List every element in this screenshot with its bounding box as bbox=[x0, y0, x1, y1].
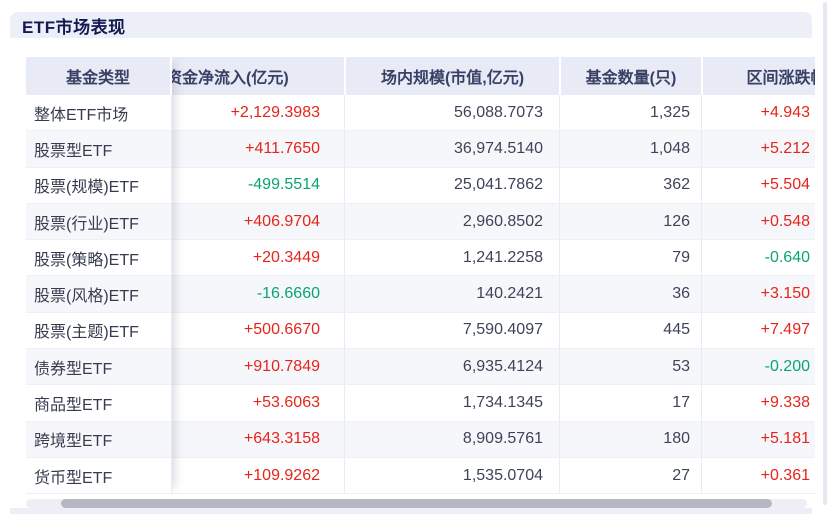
market-size-cell: 6,935.4124 bbox=[344, 349, 559, 385]
col-header-fund-count: 基金数量(只) bbox=[559, 57, 701, 95]
market-size-cell: 2,960.8502 bbox=[344, 203, 559, 240]
etf-market-card: ETF市场表现 资金净流入(亿元) 场内规模(市值,亿元) 基金数量(只) 区间… bbox=[10, 12, 815, 514]
fund-type-cell: 商品型ETF bbox=[26, 385, 172, 422]
fund-type-cell: 货币型ETF bbox=[26, 457, 172, 494]
range-change-cell: +3.150 bbox=[701, 276, 815, 312]
net-inflow-cell: +406.9704 bbox=[243, 212, 320, 230]
fund-type-cell: 股票(主题)ETF bbox=[26, 312, 172, 350]
net-inflow-cell: -16.6660 bbox=[256, 285, 320, 303]
fund-count-cell: 1,325 bbox=[559, 95, 701, 131]
market-size-cell: 36,974.5140 bbox=[344, 131, 559, 167]
range-change-cell: +4.943 bbox=[701, 95, 815, 131]
net-inflow-cell: +411.7650 bbox=[245, 139, 320, 157]
market-size-cell: 25,041.7862 bbox=[344, 167, 559, 203]
horizontal-scrollbar-thumb[interactable] bbox=[61, 499, 772, 508]
horizontal-scrollbar-track[interactable] bbox=[26, 499, 807, 508]
etf-table-viewport[interactable]: 资金净流入(亿元) 场内规模(市值,亿元) 基金数量(只) 区间涨跌幅 +2,1… bbox=[26, 57, 815, 494]
fund-type-cell: 股票(行业)ETF bbox=[26, 203, 172, 241]
fund-count-cell: 126 bbox=[559, 203, 701, 240]
col-header-range-change: 区间涨跌幅 bbox=[701, 57, 815, 95]
net-inflow-cell: +20.3449 bbox=[252, 248, 320, 266]
range-change-cell: +5.504 bbox=[701, 167, 815, 203]
range-change-cell: -0.200 bbox=[701, 349, 815, 385]
vertical-scrollbar[interactable] bbox=[823, 2, 827, 505]
card-body: 资金净流入(亿元) 场内规模(市值,亿元) 基金数量(只) 区间涨跌幅 +2,1… bbox=[10, 38, 815, 508]
fund-count-cell: 79 bbox=[559, 240, 701, 276]
fund-type-cell: 股票(策略)ETF bbox=[26, 240, 172, 277]
fund-count-cell: 180 bbox=[559, 421, 701, 457]
col-header-fund-type: 基金类型 bbox=[26, 57, 172, 95]
market-size-cell: 56,088.7073 bbox=[344, 95, 559, 131]
net-inflow-cell: +2,129.3983 bbox=[230, 103, 320, 121]
frozen-fund-type-column: 基金类型 整体ETF市场 股票型ETF 股票(规模)ETF 股票(行业)ETF 股票(策… bbox=[26, 57, 172, 494]
fund-type-cell: 股票型ETF bbox=[26, 131, 172, 168]
market-size-cell: 1,535.0704 bbox=[344, 457, 559, 494]
fund-count-cell: 445 bbox=[559, 312, 701, 349]
range-change-cell: +9.338 bbox=[701, 385, 815, 421]
card-header: ETF市场表现 bbox=[10, 12, 812, 38]
fund-type-cell: 债券型ETF bbox=[26, 349, 172, 386]
range-change-cell: -0.640 bbox=[701, 240, 815, 276]
net-inflow-cell: +500.6670 bbox=[243, 321, 320, 339]
range-change-cell: +0.361 bbox=[701, 457, 815, 494]
fund-count-cell: 27 bbox=[559, 457, 701, 494]
col-header-net-inflow: 资金净流入(亿元) bbox=[166, 70, 289, 87]
market-size-cell: 140.2421 bbox=[344, 276, 559, 312]
frozen-column-body: 整体ETF市场 股票型ETF 股票(规模)ETF 股票(行业)ETF 股票(策略)ETF… bbox=[26, 95, 172, 494]
market-size-cell: 8,909.5761 bbox=[344, 421, 559, 457]
range-change-cell: +7.497 bbox=[701, 312, 815, 349]
fund-type-cell: 股票(风格)ETF bbox=[26, 276, 172, 313]
market-size-cell: 1,734.1345 bbox=[344, 385, 559, 421]
fund-count-cell: 1,048 bbox=[559, 131, 701, 167]
fund-type-cell: 股票(规模)ETF bbox=[26, 167, 172, 204]
net-inflow-cell: -499.5514 bbox=[247, 176, 320, 194]
fund-count-cell: 362 bbox=[559, 167, 701, 203]
net-inflow-cell: +53.6063 bbox=[252, 394, 320, 412]
market-size-cell: 1,241.2258 bbox=[344, 240, 559, 276]
col-header-market-size: 场内规模(市值,亿元) bbox=[344, 57, 559, 95]
range-change-cell: +5.181 bbox=[701, 421, 815, 457]
net-inflow-cell: +109.9262 bbox=[243, 466, 320, 484]
panel-title: ETF市场表现 bbox=[22, 17, 126, 37]
fund-type-cell: 整体ETF市场 bbox=[26, 95, 172, 132]
fund-count-cell: 17 bbox=[559, 385, 701, 421]
market-size-cell: 7,590.4097 bbox=[344, 312, 559, 349]
fund-type-cell: 跨境型ETF bbox=[26, 421, 172, 458]
net-inflow-cell: +910.7849 bbox=[243, 357, 320, 375]
fund-count-cell: 53 bbox=[559, 349, 701, 385]
range-change-cell: +0.548 bbox=[701, 203, 815, 240]
fund-count-cell: 36 bbox=[559, 276, 701, 312]
range-change-cell: +5.212 bbox=[701, 131, 815, 167]
net-inflow-cell: +643.3158 bbox=[243, 430, 320, 448]
